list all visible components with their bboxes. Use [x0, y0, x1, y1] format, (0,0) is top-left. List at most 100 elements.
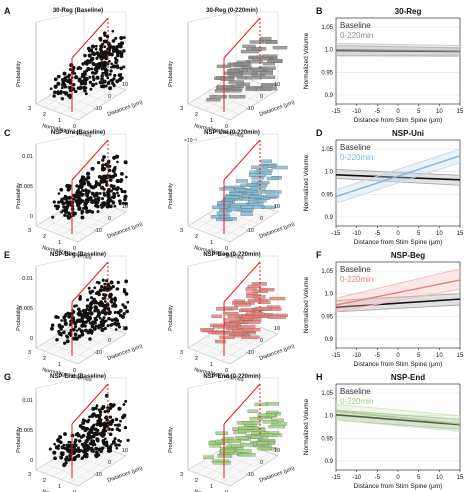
data-point	[76, 188, 81, 193]
histogram-bar	[251, 205, 265, 209]
data-point	[85, 448, 90, 452]
data-point	[110, 174, 115, 179]
x-tick-label: 0	[225, 246, 228, 252]
data-point	[107, 168, 112, 173]
histogram-bar	[241, 308, 255, 312]
data-point	[82, 78, 86, 81]
histogram-bar	[238, 453, 256, 457]
title-window: NSP-Beg (0-220min)	[203, 252, 260, 258]
data-point	[84, 92, 88, 96]
panel-letter: E	[4, 250, 10, 260]
data-point	[94, 291, 98, 296]
data-point	[104, 416, 107, 420]
data-point	[95, 404, 99, 407]
histogram-bar	[234, 303, 251, 307]
data-point	[57, 192, 61, 195]
data-point	[63, 318, 67, 323]
histogram-bar	[214, 89, 228, 93]
data-point	[80, 323, 85, 328]
y-tick-label: -10	[94, 106, 102, 112]
data-point	[97, 324, 101, 329]
data-point	[68, 331, 72, 336]
histogram-bar	[227, 69, 240, 73]
x-tick-label: 3	[28, 472, 31, 478]
data-point	[109, 280, 114, 285]
histogram-bar	[225, 195, 240, 199]
data-point	[83, 452, 89, 457]
data-point	[56, 81, 61, 86]
data-point	[94, 201, 99, 206]
x-axis-label: Distance from Stim Spine (μm)	[354, 239, 443, 246]
data-point	[95, 204, 100, 209]
data-point	[94, 324, 98, 328]
data-point	[81, 314, 86, 318]
data-point	[116, 322, 121, 327]
chart-title: NSP-Uni	[392, 129, 424, 138]
data-point	[81, 308, 86, 313]
y-tick-label: -10	[246, 228, 254, 234]
y-tick-label: 0.9	[325, 459, 334, 465]
histogram-bar	[259, 71, 274, 76]
data-point	[112, 84, 116, 88]
histogram-bar	[246, 291, 258, 295]
data-point	[109, 52, 114, 57]
data-point	[110, 427, 114, 432]
histogram-bar	[235, 436, 249, 440]
data-point	[91, 434, 96, 439]
y-tick-label: 1.05	[321, 391, 333, 397]
panel-letter: C	[4, 128, 11, 138]
grid-line	[69, 330, 118, 362]
data-point	[82, 81, 88, 86]
data-point	[48, 447, 52, 451]
y-axis-label: Distances (μm)	[259, 221, 296, 239]
histogram-bar	[219, 215, 231, 219]
grid-line	[61, 205, 110, 236]
data-point	[61, 201, 66, 206]
data-point	[114, 60, 118, 65]
histogram-bar	[219, 335, 235, 340]
data-point	[79, 435, 84, 439]
z-axis-label: Probability	[168, 183, 174, 209]
data-point	[106, 191, 110, 195]
data-point	[98, 80, 103, 85]
x-tick-label: 0	[225, 368, 228, 374]
data-point	[59, 89, 63, 94]
x-tick-label: 0	[396, 109, 400, 115]
data-point	[108, 420, 113, 425]
x-tick-label: 3	[180, 228, 183, 234]
data-point	[66, 203, 70, 207]
series-line	[335, 413, 461, 426]
grid-line	[45, 97, 88, 115]
data-point	[83, 53, 87, 58]
x-tick-label: 0	[396, 353, 400, 359]
data-point	[64, 201, 69, 205]
data-point	[114, 317, 118, 322]
data-point	[91, 51, 96, 56]
data-point	[67, 86, 71, 89]
data-point	[117, 194, 120, 198]
y-axis-label: Distances (μm)	[107, 221, 144, 239]
data-point	[115, 446, 119, 450]
data-point	[62, 71, 67, 76]
data-point	[101, 158, 105, 162]
data-point	[102, 287, 107, 292]
histogram-bar	[262, 61, 275, 66]
x-tick-label: 1	[210, 240, 213, 246]
histogram-bar	[251, 47, 267, 51]
reference-line	[223, 139, 261, 181]
data-point	[116, 310, 121, 315]
data-point	[73, 443, 78, 448]
data-point	[90, 44, 96, 49]
y-tick-label: 10	[122, 82, 128, 88]
data-point	[53, 442, 57, 446]
data-point	[90, 448, 95, 453]
x-tick-label: 2	[43, 478, 46, 484]
legend-baseline: Baseline	[340, 265, 371, 274]
data-point	[67, 184, 72, 189]
data-point	[52, 450, 57, 455]
x-tick-label: 1	[210, 118, 213, 124]
panel-letter: F	[316, 250, 322, 260]
x-tick-label: 5	[417, 231, 421, 237]
data-point	[98, 47, 103, 52]
histogram-bar	[267, 59, 283, 63]
